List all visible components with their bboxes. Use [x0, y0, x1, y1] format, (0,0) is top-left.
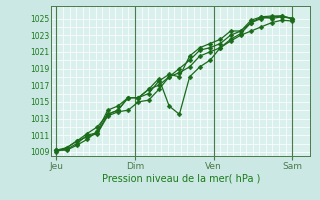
X-axis label: Pression niveau de la mer( hPa ): Pression niveau de la mer( hPa )	[102, 173, 260, 183]
